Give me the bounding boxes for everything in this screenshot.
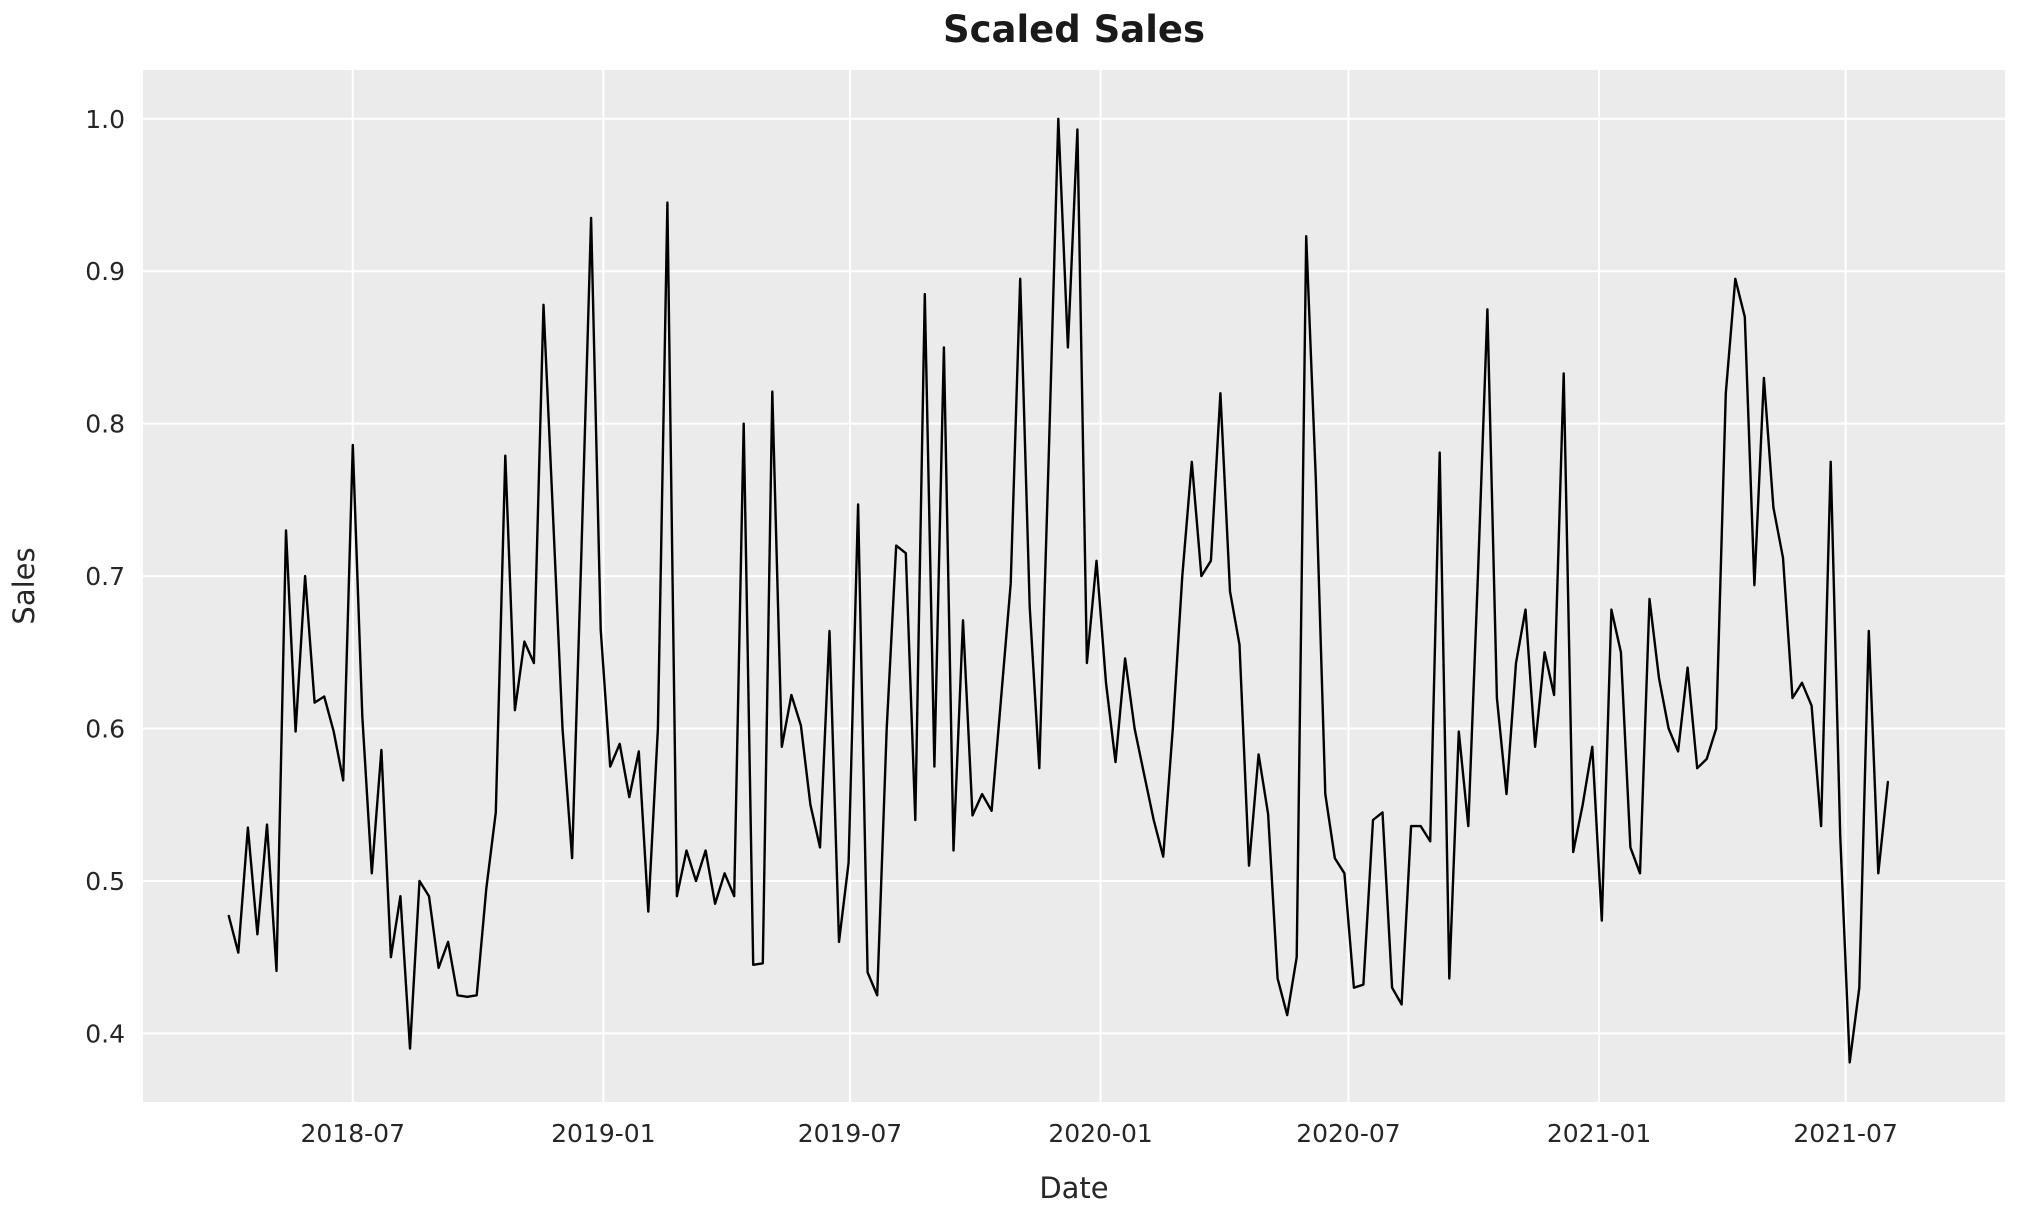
x-axis-label: Date xyxy=(1039,1171,1108,1205)
sales-line xyxy=(227,117,1890,1064)
y-tick-label: 0.9 xyxy=(85,257,125,286)
x-tick-label: 2020-01 xyxy=(1048,1119,1152,1148)
x-tick-label: 2019-01 xyxy=(551,1119,655,1148)
x-tick-label: 2021-07 xyxy=(1793,1119,1897,1148)
y-tick-label: 0.6 xyxy=(85,715,125,744)
y-axis-label: Sales xyxy=(7,547,41,624)
sales-line-series xyxy=(227,117,1890,1064)
y-tick-label: 0.7 xyxy=(85,562,125,591)
gridlines xyxy=(143,70,2005,1102)
y-axis-tick-labels: 1.0 0.9 0.8 0.7 0.6 0.5 0.4 xyxy=(85,105,125,1049)
y-tick-label: 0.8 xyxy=(85,410,125,439)
x-tick-label: 2021-01 xyxy=(1547,1119,1651,1148)
y-tick-label: 0.4 xyxy=(85,1019,125,1048)
y-tick-label: 1.0 xyxy=(85,105,125,134)
x-tick-label: 2019-07 xyxy=(798,1119,902,1148)
x-tick-label: 2018-07 xyxy=(301,1119,405,1148)
x-tick-label: 2020-07 xyxy=(1296,1119,1400,1148)
plot-area xyxy=(143,70,2005,1102)
y-tick-label: 0.5 xyxy=(85,867,125,896)
chart-title: Scaled Sales xyxy=(943,8,1205,51)
x-axis-tick-labels: 2018-07 2019-01 2019-07 2020-01 2020-07 2021-… xyxy=(301,1119,1898,1148)
